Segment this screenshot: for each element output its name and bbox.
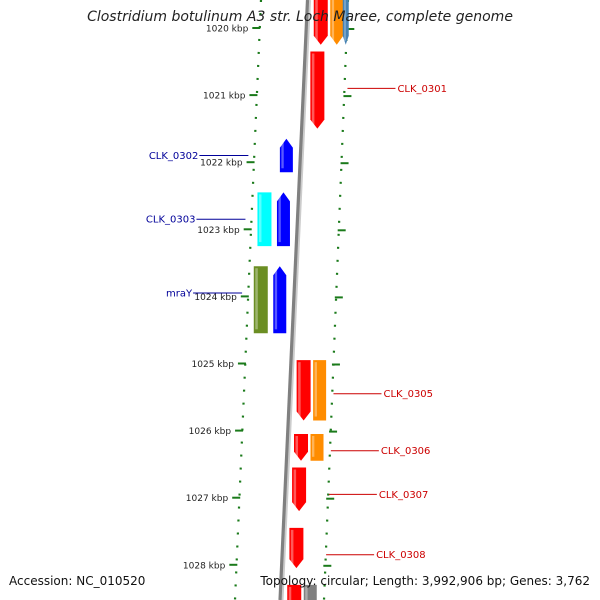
gene-feature-gene-top-orange xyxy=(330,0,344,45)
gene-arrow-gene-orange-0305 xyxy=(313,360,327,421)
gene-arrow-CLK_0308 xyxy=(289,527,304,569)
gene-arrow-CLK_0307 xyxy=(292,467,307,512)
tick-label-1020: 1020 kbp xyxy=(206,25,249,35)
gene-label-CLK_0305: CLK_0305 xyxy=(383,389,433,400)
topology-text: Topology: circular; Length: 3,992,906 bp… xyxy=(260,574,590,588)
tick-label-1023: 1023 kbp xyxy=(197,226,240,236)
gene-arrow-gene-bottom-red xyxy=(287,584,302,600)
gene-arrow-gene-top-red xyxy=(313,0,328,45)
scale-ticks: 1020 kbp 1021 kbp 1022 kbp 1023 kbp 1024 kbp… xyxy=(183,25,355,571)
gene-label-CLK_0302: CLK_0302 xyxy=(149,151,199,162)
dotted-guide-right xyxy=(322,0,350,600)
gene-feature-CLK_0308 xyxy=(289,527,304,569)
gene-arrow-gene-top-orange xyxy=(330,0,344,45)
gene-arrow-mraY xyxy=(273,266,287,334)
gene-feature-CLK_0303 xyxy=(276,192,290,247)
gene-label-CLK_0307: CLK_0307 xyxy=(379,490,429,501)
gene-shine-gene-top-steel xyxy=(344,0,346,41)
gene-label-CLK_0308: CLK_0308 xyxy=(376,550,426,561)
gene-arrow-gene-cyan xyxy=(257,192,272,247)
gene-feature-gene-orange-0305 xyxy=(313,360,327,421)
gene-label-mraY: mraY xyxy=(166,289,193,300)
gene-feature-CLK_0307 xyxy=(292,467,307,512)
gene-shine-CLK_0308 xyxy=(290,529,294,565)
gene-shine-CLK_0303 xyxy=(278,194,281,243)
gene-shine-gene-cyan xyxy=(258,194,262,243)
gene-feature-gene-bottom-grey xyxy=(303,584,317,600)
gene-arrow-gene-top-steel xyxy=(342,0,349,45)
gene-shine-gene-top-red xyxy=(315,0,318,41)
gene-arrow-gene-orange-0306 xyxy=(310,433,324,461)
dotted-guides xyxy=(233,0,350,600)
accession-text: Accession: NC_010520 xyxy=(9,574,146,588)
genome-backbone xyxy=(278,0,311,600)
backbone-line xyxy=(278,0,310,600)
gene-shine-gene-olive xyxy=(255,268,258,330)
gene-feature-gene-cyan xyxy=(257,192,272,247)
gene-shine-gene-bottom-red xyxy=(288,586,292,600)
gene-labels: CLK_0301 CLK_0302 CLK_0303 mraY CLK_0305 CLK_… xyxy=(146,84,447,561)
gene-shine-gene-top-orange xyxy=(331,0,335,41)
gene-arrow-CLK_0305 xyxy=(296,360,311,421)
gene-feature-mraY xyxy=(273,266,287,334)
gene-feature-CLK_0305 xyxy=(296,360,311,421)
gene-label-CLK_0306: CLK_0306 xyxy=(381,446,431,457)
gene-arrow-CLK_0301 xyxy=(310,51,325,129)
gene-feature-CLK_0306 xyxy=(294,433,309,461)
tick-label-1022: 1022 kbp xyxy=(200,159,243,169)
gene-shine-gene-orange-0306 xyxy=(312,435,315,457)
gene-label-CLK_0301: CLK_0301 xyxy=(397,84,447,95)
gene-shine-CLK_0306 xyxy=(295,435,299,457)
gene-shine-CLK_0307 xyxy=(293,469,297,508)
tick-label-1027: 1027 kbp xyxy=(186,494,229,504)
gene-feature-gene-top-red xyxy=(313,0,328,45)
gene-feature-CLK_0302 xyxy=(279,138,293,173)
map-title: Clostridium botulinum A3 str. Loch Maree… xyxy=(87,9,513,25)
dotted-guide-left xyxy=(233,0,263,600)
tick-label-1024: 1024 kbp xyxy=(194,293,237,303)
gene-arrow-gene-olive xyxy=(253,266,268,334)
tick-label-1021: 1021 kbp xyxy=(203,92,246,102)
gene-arrow-CLK_0306 xyxy=(294,433,309,461)
gene-arrow-gene-bottom-grey xyxy=(303,584,317,600)
gene-shine-gene-bottom-grey xyxy=(305,586,308,600)
gene-feature-gene-orange-0306 xyxy=(310,433,324,461)
gene-shine-mraY xyxy=(274,268,278,330)
gene-shine-CLK_0305 xyxy=(298,362,301,417)
gene-shine-CLK_0301 xyxy=(311,53,315,125)
gene-arrow-CLK_0302 xyxy=(279,138,293,173)
gene-features xyxy=(253,0,349,600)
gene-feature-CLK_0301 xyxy=(310,51,325,129)
tick-label-1028: 1028 kbp xyxy=(183,561,226,571)
tick-label-1025: 1025 kbp xyxy=(192,360,235,370)
gene-arrow-CLK_0303 xyxy=(276,192,290,247)
gene-feature-gene-top-steel xyxy=(342,0,349,45)
gene-feature-gene-bottom-red xyxy=(287,584,302,600)
gene-label-CLK_0303: CLK_0303 xyxy=(146,215,196,226)
tick-label-1026: 1026 kbp xyxy=(189,427,232,437)
gene-shine-gene-orange-0305 xyxy=(314,362,317,417)
gene-feature-gene-olive xyxy=(253,266,268,334)
gene-shine-CLK_0302 xyxy=(281,140,284,169)
